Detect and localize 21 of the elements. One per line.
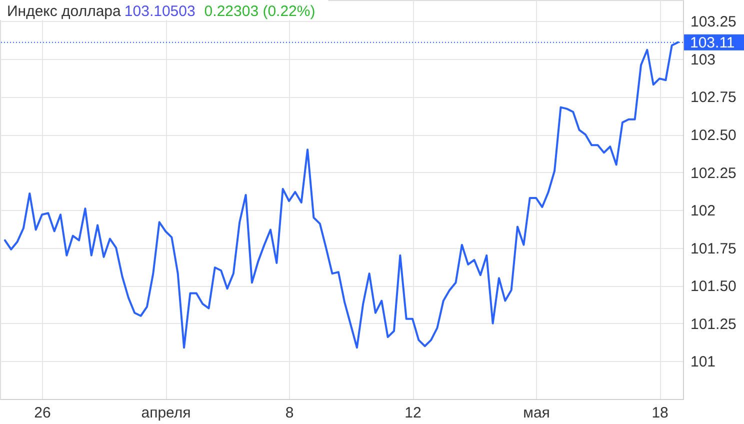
annotation: 0.22303 (0.22%) [204, 3, 316, 20]
y-tick-label: 103 [690, 51, 716, 68]
x-tick-label: 8 [285, 404, 294, 422]
y-tick-label: 102 [690, 202, 716, 220]
y-tick-label: 101.75 [690, 240, 736, 258]
y-tick-label: 102.50 [690, 127, 736, 144]
chart-title: Индекс доллара [7, 3, 122, 20]
y-tick-label: 102.25 [690, 164, 736, 182]
x-tick-label: 12 [404, 404, 422, 422]
y-tick-label: 101 [690, 354, 716, 371]
y-tick-label: 101.50 [690, 278, 736, 296]
ref-line-label: 103.11 [690, 34, 735, 52]
y-tick-label: 103.25 [690, 14, 736, 31]
x-tick-label: мая [523, 404, 550, 422]
x-tick-label: апреля [141, 404, 191, 422]
y-tick-label: 101.25 [690, 316, 736, 333]
x-tick-label: 18 [652, 404, 668, 422]
line-series [4, 41, 680, 349]
x-tick-label: 26 [34, 404, 51, 422]
annotation: 103.10503 [124, 3, 196, 20]
y-tick-label: 102.75 [690, 89, 736, 106]
